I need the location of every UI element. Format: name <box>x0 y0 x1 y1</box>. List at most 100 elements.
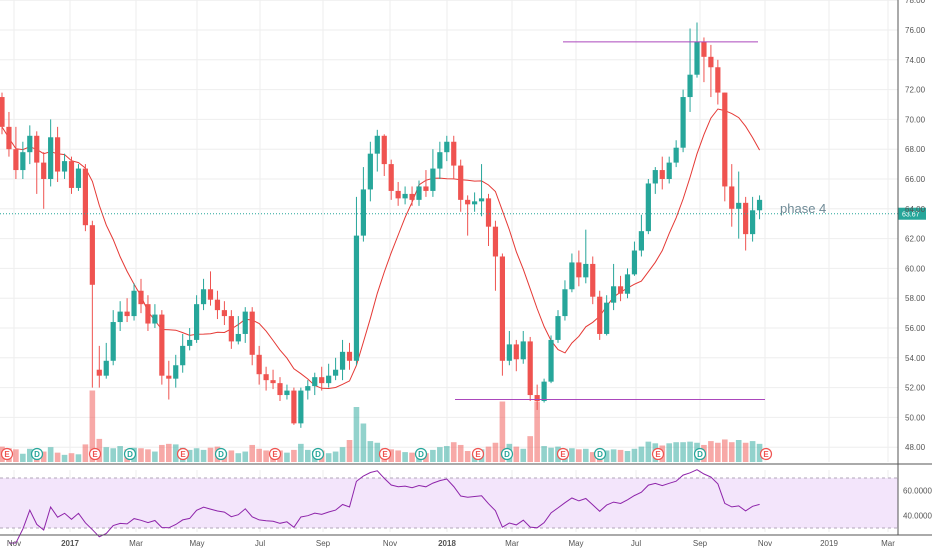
candle-body <box>701 41 707 57</box>
volume-bar <box>27 448 33 462</box>
candle-body <box>652 170 658 184</box>
candle-body <box>214 299 221 311</box>
volume-bar <box>583 448 589 462</box>
candle-body <box>638 231 644 251</box>
time-tick-label: 2018 <box>438 539 456 548</box>
volume-bar <box>450 442 457 462</box>
candle-body <box>235 333 241 342</box>
volume-bar <box>256 448 262 462</box>
volume-bar <box>548 447 554 462</box>
volume-bar <box>708 441 714 462</box>
volume-bar <box>457 444 464 462</box>
candle-body <box>0 97 5 127</box>
horizontal-lines[interactable] <box>455 41 765 401</box>
price-tick-label: 76.00 <box>905 26 926 35</box>
rsi-pane: 40.0000 60.0000 <box>0 469 932 544</box>
price-tick-label: 70.00 <box>905 115 926 124</box>
candle-body <box>430 168 436 191</box>
earnings-event-marker <box>176 447 190 461</box>
candle-body <box>611 286 617 303</box>
candle-body <box>513 344 519 360</box>
candle-body <box>451 141 457 166</box>
earnings-event-marker <box>471 447 485 461</box>
last-price-line: 63.67 <box>0 207 926 220</box>
earnings-event-marker <box>88 447 102 461</box>
volume-bar <box>576 449 582 462</box>
candle-body <box>736 202 742 209</box>
candle-body <box>242 311 248 334</box>
candle-body <box>13 149 19 171</box>
volume-bar <box>40 451 47 462</box>
candle-body <box>34 135 40 163</box>
dividend-event-label: D <box>504 450 510 459</box>
volume-bar <box>353 407 360 462</box>
earnings-event-label: E <box>560 450 566 459</box>
volume-bar <box>610 449 617 462</box>
volume-bar <box>603 450 610 462</box>
volume-bar <box>735 440 742 462</box>
candle-body <box>583 263 589 278</box>
candle-body <box>458 165 464 200</box>
candle-body <box>173 365 179 379</box>
volume-bar <box>589 452 596 462</box>
volume-bar <box>367 441 374 462</box>
time-tick-label: Jul <box>255 539 265 548</box>
volume-bar <box>666 443 672 462</box>
price-tick-label: 54.00 <box>905 354 926 363</box>
volume-bar <box>186 449 193 462</box>
volume-bar <box>728 442 735 462</box>
candle-body <box>437 152 443 169</box>
price-tick-label: 68.00 <box>905 145 926 154</box>
candle-body <box>221 310 227 317</box>
volume-bar <box>742 442 749 462</box>
volume-bar <box>159 444 165 462</box>
time-tick-label: Sep <box>316 539 331 548</box>
last-price-tag <box>898 207 926 220</box>
candle-body <box>124 311 130 317</box>
moving-average-line <box>1 108 761 390</box>
dividend-event-marker <box>593 447 607 461</box>
candle-body <box>96 369 102 376</box>
candle-body <box>200 289 207 305</box>
candle-body <box>131 290 137 317</box>
volume-bar <box>499 401 506 462</box>
candle-body <box>207 289 214 300</box>
candle-body <box>117 311 123 323</box>
phase-annotation[interactable]: phase 4 <box>780 201 826 216</box>
time-tick-label: 2017 <box>61 539 79 548</box>
candle-body <box>617 286 624 294</box>
volume-bar <box>138 448 144 462</box>
price-tick-label: 48.00 <box>905 443 926 452</box>
candle-body <box>312 377 318 387</box>
dividend-event-marker <box>500 447 514 461</box>
candlesticks[interactable] <box>0 22 763 428</box>
candle-body <box>249 311 255 355</box>
volume-bar <box>242 451 249 462</box>
volume-bar <box>527 436 533 462</box>
earnings-event-label: E <box>382 450 388 459</box>
candle-body <box>555 316 561 340</box>
volume-bar <box>103 447 110 462</box>
candle-body <box>152 314 158 324</box>
candle-body <box>346 351 353 361</box>
volume-bar <box>152 451 158 462</box>
price-tick-label: 58.00 <box>905 294 926 303</box>
candle-body <box>402 193 408 199</box>
candle-body <box>631 250 638 275</box>
candle-body <box>180 345 186 366</box>
price-tick-label: 78.00 <box>905 0 926 5</box>
volume-bar <box>207 447 214 462</box>
dividend-event-label: D <box>34 450 40 459</box>
candle-body <box>159 314 165 376</box>
volume-bar <box>437 447 443 462</box>
volume-bar <box>388 449 394 462</box>
price-tick-label: 64.00 <box>905 205 926 214</box>
candle-body <box>534 395 540 402</box>
volume-bar <box>722 439 728 462</box>
volume-bar <box>360 423 367 462</box>
volume-bar <box>325 453 332 462</box>
volume-bar <box>444 446 450 462</box>
